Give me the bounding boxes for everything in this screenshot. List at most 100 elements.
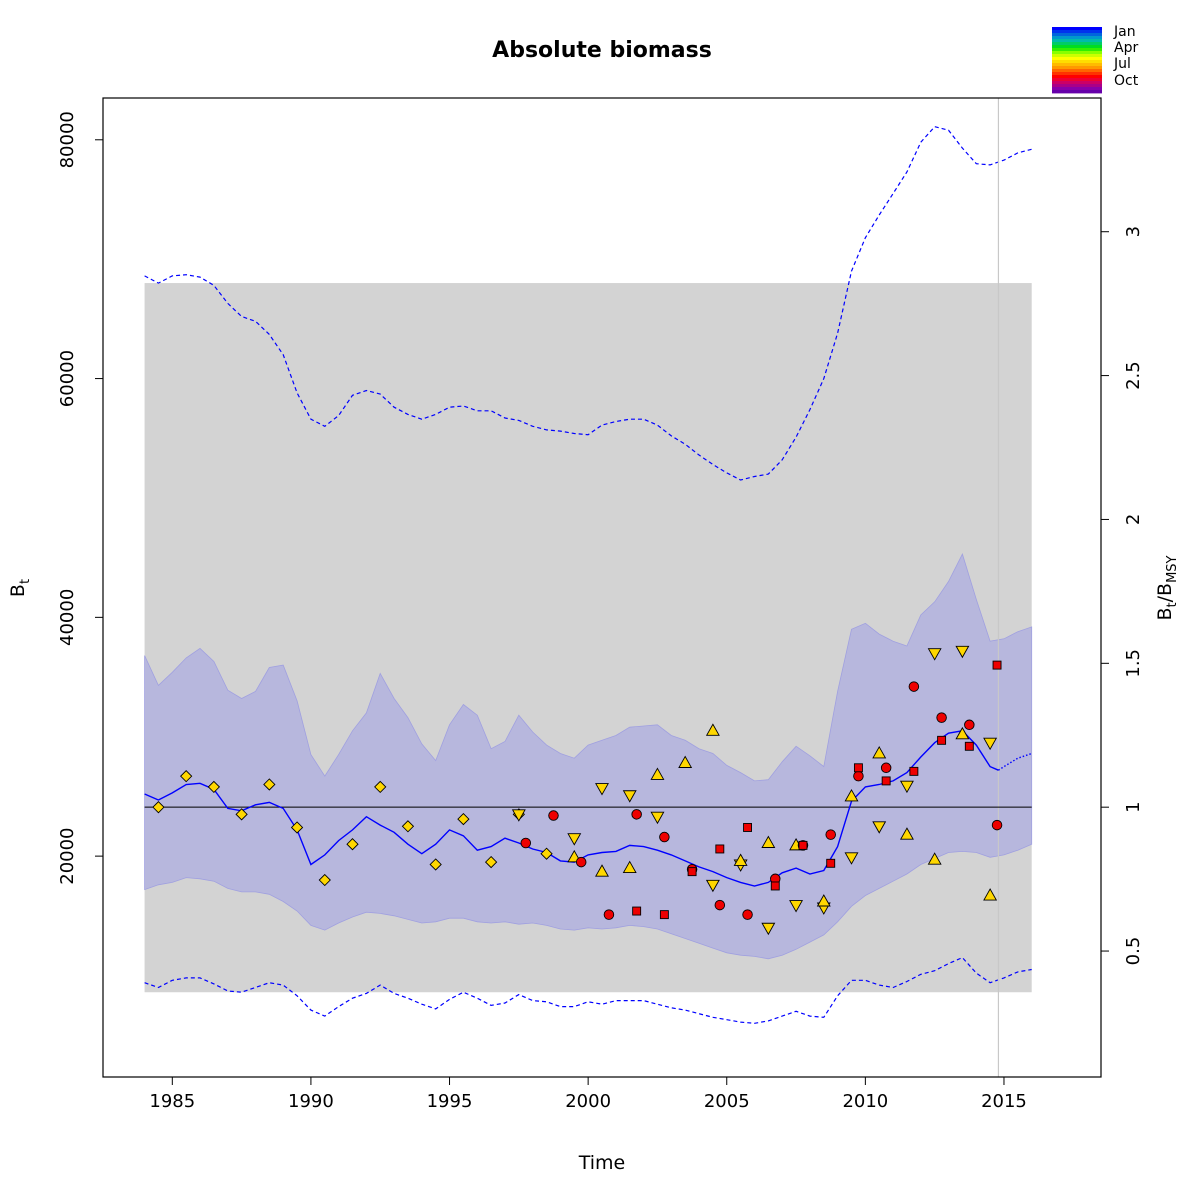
data-point-triangle-down — [595, 783, 609, 796]
legend-swatch — [1052, 51, 1102, 55]
x-tick-label: 2010 — [842, 1091, 888, 1112]
data-point-triangle-up — [595, 864, 609, 877]
data-point-square — [909, 766, 919, 776]
data-point-square — [964, 741, 974, 751]
biomass-ci-band — [144, 553, 1033, 960]
legend-label-jul: Jul — [1113, 56, 1131, 72]
data-point-triangle-up — [622, 860, 637, 874]
data-point-square — [937, 735, 947, 745]
data-point-triangle-up — [650, 767, 665, 780]
x-tick-label: 1985 — [149, 1091, 195, 1112]
data-point-triangle-down — [899, 780, 914, 794]
data-point-circle — [714, 899, 726, 911]
data-point-square — [881, 776, 891, 786]
x-tick-label: 2000 — [565, 1091, 611, 1112]
data-point-diamond — [152, 801, 165, 814]
data-point-diamond — [484, 855, 498, 869]
data-point-square — [743, 823, 752, 832]
data-point-circle — [853, 770, 864, 782]
legend-label-oct: Oct — [1114, 73, 1139, 89]
data-point-triangle-down — [955, 645, 970, 659]
plot-frame — [102, 97, 1102, 1078]
data-point-circle — [575, 856, 587, 868]
data-point-triangle-up — [927, 852, 942, 865]
y2-axis: 0.5 1 1.5 2 2.5 3 — [1101, 226, 1144, 965]
x-tick-label: 1990 — [288, 1091, 334, 1112]
data-point-triangle-down — [927, 648, 942, 661]
legend-swatch — [1052, 54, 1102, 58]
legend-swatch — [1052, 57, 1102, 61]
y-tick-label: 40000 — [57, 589, 78, 646]
legend-swatch — [1052, 42, 1102, 46]
chart-title: Absolute biomass — [492, 38, 712, 63]
plot-area — [144, 98, 1033, 1077]
x-tick-label: 2015 — [981, 1091, 1027, 1112]
legend-swatch — [1052, 90, 1102, 94]
data-point-triangle-down — [789, 900, 804, 913]
data-point-diamond — [346, 838, 359, 851]
legend-swatch — [1052, 66, 1102, 70]
data-point-diamond — [235, 808, 248, 821]
y2-tick-label: 2.5 — [1123, 361, 1144, 390]
data-point-diamond — [540, 847, 553, 860]
y2-axis-label: Bt/BMSY — [1154, 555, 1180, 620]
upper-ci-dashed-line — [144, 126, 1032, 481]
data-point-triangle-up — [899, 827, 914, 840]
y2-tick-label: 1.5 — [1123, 649, 1144, 678]
legend-swatch — [1052, 69, 1102, 73]
legend-swatch — [1052, 27, 1102, 31]
data-point-diamond — [457, 812, 470, 826]
data-point-circle — [548, 810, 559, 821]
legend-label-jan: Jan — [1113, 24, 1136, 40]
y-axis-label: Bt — [7, 579, 33, 597]
y-tick-label: 20000 — [57, 827, 78, 884]
data-point-triangle-up — [983, 888, 998, 901]
data-point-triangle-down — [511, 809, 526, 822]
y-tick-label: 80000 — [57, 111, 78, 168]
data-point-triangle-up — [705, 723, 720, 736]
legend-swatch — [1052, 81, 1102, 85]
legend-swatch — [1052, 39, 1102, 43]
data-point-triangle-up — [844, 789, 859, 802]
legend-label-apr: Apr — [1114, 40, 1138, 56]
y2-tick-label: 3 — [1123, 226, 1144, 237]
data-point-diamond — [290, 821, 304, 834]
data-point-circle — [908, 681, 920, 692]
legend-swatch — [1052, 63, 1102, 67]
data-point-diamond — [207, 780, 221, 794]
data-point-square — [992, 660, 1002, 670]
data-point-circle — [742, 909, 753, 920]
data-point-triangle-down — [761, 922, 776, 936]
data-point-square — [853, 763, 863, 773]
data-point-square — [659, 910, 669, 920]
y2-tick-label: 2 — [1123, 514, 1144, 525]
data-point-square — [687, 867, 697, 877]
legend-swatch — [1052, 87, 1102, 91]
data-point-triangle-down — [872, 821, 887, 834]
data-point-diamond — [318, 873, 331, 887]
data-point-circle — [631, 809, 642, 820]
data-point-square — [715, 844, 725, 854]
data-point-diamond — [401, 820, 415, 833]
x-tick-label: 2005 — [704, 1091, 750, 1112]
legend-swatch — [1052, 72, 1102, 76]
legend-swatch — [1052, 30, 1102, 34]
legend-swatch — [1052, 48, 1102, 52]
data-point-triangle-down — [705, 879, 720, 893]
data-point-circle — [964, 719, 975, 731]
data-point-triangle-up — [678, 755, 693, 768]
data-point-triangle-up — [872, 746, 887, 759]
x-axis-label: Time — [578, 1152, 626, 1174]
data-point-diamond — [429, 858, 442, 871]
legend-swatch — [1052, 60, 1102, 64]
data-point-circle — [659, 831, 670, 843]
data-point-triangle-down — [650, 811, 665, 825]
data-point-square — [798, 840, 808, 850]
data-point-circle — [880, 762, 892, 774]
x-axis: 1985 1990 1995 2000 2005 2010 2015 — [149, 1077, 1027, 1112]
data-point-diamond — [180, 770, 193, 783]
data-point-square — [632, 906, 642, 916]
